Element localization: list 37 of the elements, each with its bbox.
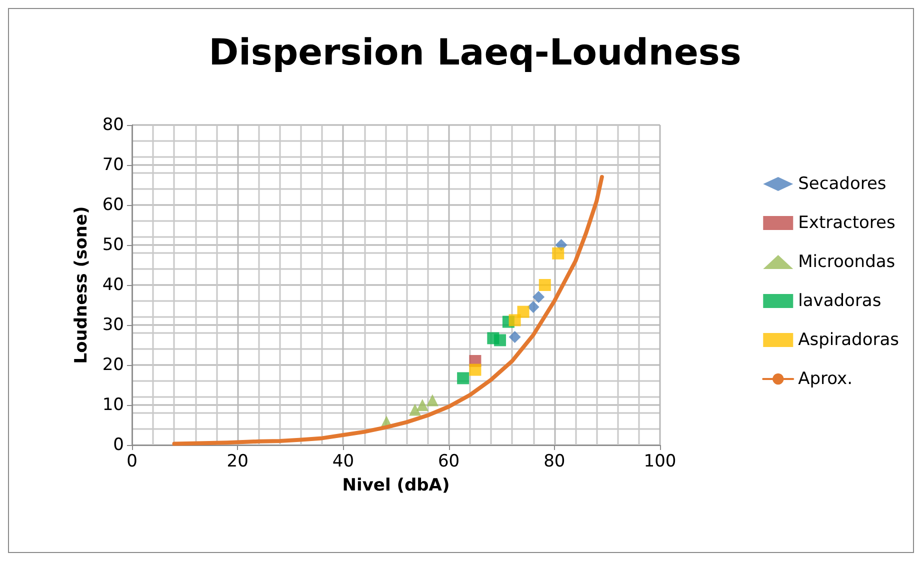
y-tick-label: 70 bbox=[102, 155, 124, 175]
x-tick-label: 40 bbox=[332, 452, 354, 472]
point bbox=[532, 291, 545, 303]
x-tick-label: 60 bbox=[438, 452, 460, 472]
legend-label: Microondas bbox=[798, 252, 896, 272]
point bbox=[494, 334, 506, 346]
point bbox=[508, 331, 521, 343]
y-axis-title: Loudness (sone) bbox=[72, 206, 92, 364]
chart-title: Dispersion Laeq-Loudness bbox=[208, 32, 742, 74]
point bbox=[409, 404, 422, 416]
y-tick-label: 40 bbox=[102, 275, 124, 295]
x-tick-label: 80 bbox=[544, 452, 566, 472]
point bbox=[416, 399, 428, 411]
legend-label: lavadoras bbox=[798, 291, 882, 311]
legend-label: Secadores bbox=[798, 174, 886, 194]
x-axis-title: Nivel (dbA) bbox=[342, 476, 450, 496]
point bbox=[538, 279, 551, 291]
legend-label: Aprox. bbox=[798, 369, 853, 389]
legend-label: Aspiradoras bbox=[798, 330, 900, 350]
line-series bbox=[172, 175, 604, 446]
y-tick-label: 80 bbox=[102, 115, 124, 135]
point bbox=[527, 301, 540, 313]
point bbox=[457, 372, 470, 384]
legend-label: Extractores bbox=[798, 213, 896, 233]
point bbox=[552, 247, 564, 260]
y-tick-label: 20 bbox=[102, 355, 124, 375]
x-tick-label: 20 bbox=[226, 452, 248, 472]
y-tick-label: 10 bbox=[102, 395, 124, 415]
y-tick-label: 60 bbox=[102, 195, 124, 215]
point bbox=[517, 306, 530, 318]
y-tick-label: 30 bbox=[102, 315, 124, 335]
y-tick-label: 50 bbox=[102, 235, 124, 255]
y-tick-label: 0 bbox=[113, 435, 124, 455]
x-tick-label: 100 bbox=[644, 452, 676, 472]
point bbox=[426, 394, 438, 406]
x-tick-label: 0 bbox=[126, 452, 138, 472]
point bbox=[469, 364, 482, 376]
